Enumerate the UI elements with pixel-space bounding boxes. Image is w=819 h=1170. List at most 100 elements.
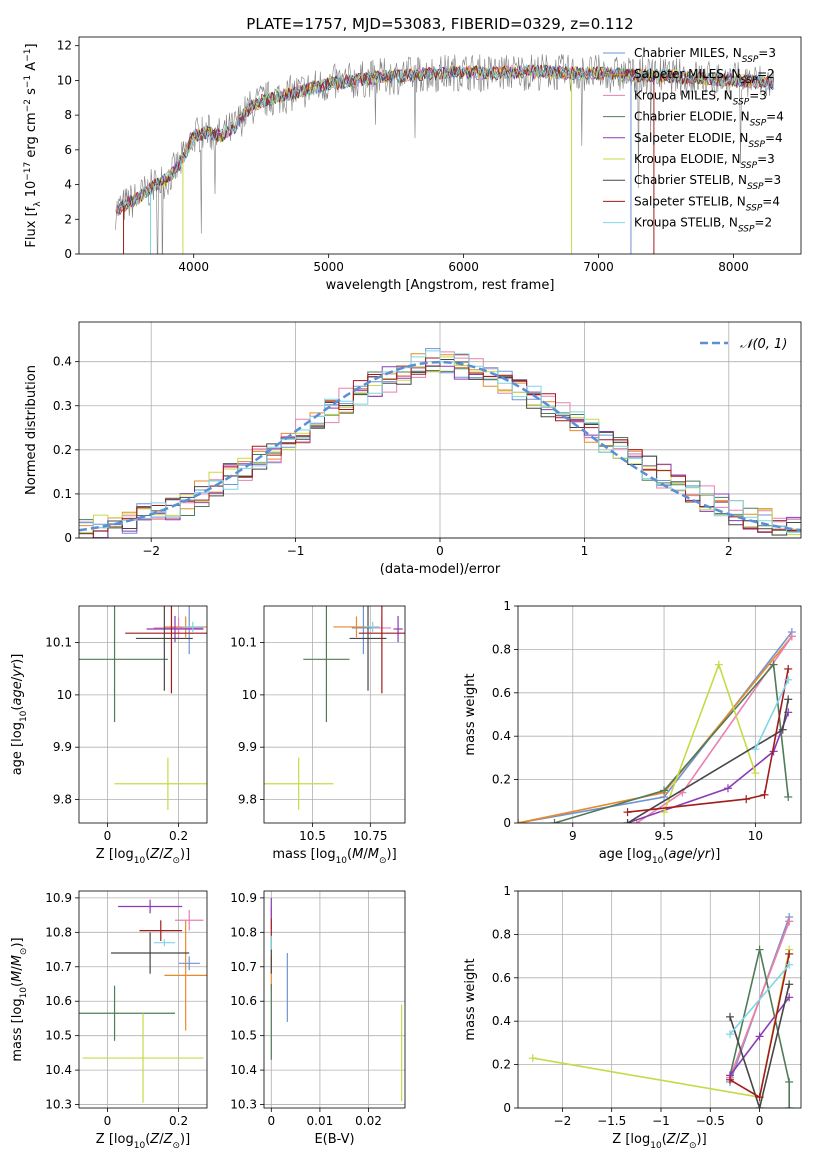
x-tick-label: 9.5: [655, 829, 674, 843]
weight-line: [627, 712, 789, 823]
spectrum-panel: 4000 5000 6000 7000 8000 0 2 4 6 8 10 12 wavelength …: [23, 36, 802, 293]
legend-label: Salpeter MILES, NSSP=2: [634, 67, 775, 86]
residuals-panel: −2 −1 0 1 2 0 0.1 0.2 0.3 0.4 (data-model)/error No…: [24, 321, 802, 577]
y-tick-label: 10.5: [230, 1029, 257, 1043]
y-tick-label: 0: [64, 247, 72, 261]
y-axis-label: mass [log10(M/M⊙)]: [10, 937, 29, 1061]
x-tick-label: 0: [436, 544, 444, 558]
y-tick-label: 0.6: [492, 971, 511, 985]
y-tick-label: 0: [503, 1101, 511, 1115]
x-tick-label: 7000: [583, 260, 614, 274]
age-vs-metallicity-panel: 0 0.2 9.8 9.9 10 10.1 Z [log10(Z/Z⊙)] age [log1…: [10, 605, 208, 866]
figure-title: PLATE=1757, MJD=53083, FIBERID=0329, z=0…: [246, 15, 633, 33]
axes-frame: [78, 36, 802, 255]
y-tick-label: 0.8: [492, 927, 511, 941]
y-tick-label: 0.2: [53, 443, 72, 457]
age_vs_Z-plot-area: [79, 606, 207, 810]
legend-label: Chabrier STELIB, NSSP=3: [634, 173, 781, 192]
x-tick-label: 0: [756, 1114, 764, 1128]
axes-frame: [78, 321, 802, 539]
x-tick-label: −1: [652, 1114, 670, 1128]
y-tick-label: 10.6: [230, 994, 257, 1008]
legend-label: Salpeter STELIB, NSSP=4: [634, 194, 780, 213]
x-axis-label: wavelength [Angstrom, rest frame]: [326, 278, 555, 293]
y-tick-label: 0: [503, 816, 511, 830]
y-tick-label: 10.3: [230, 1098, 257, 1112]
x-tick-label: 0: [267, 1114, 275, 1128]
y-tick-label: 10.4: [45, 1063, 72, 1077]
y-tick-label: 10.9: [230, 891, 257, 905]
axes-frame: [517, 890, 802, 1109]
y-tick-label: 0.2: [492, 1058, 511, 1072]
y-tick-label: 10.1: [45, 636, 72, 650]
x-tick-label: 10.75: [353, 829, 387, 843]
y-tick-label: 0.4: [492, 1014, 511, 1028]
y-tick-label: 1: [503, 599, 511, 613]
y-tick-label: 4: [64, 178, 72, 192]
y-tick-label: 10.3: [45, 1098, 72, 1112]
x-tick-label: 1: [581, 544, 589, 558]
legend-label: 𝒩(0, 1): [740, 337, 787, 352]
x-axis-label: Z [log10(Z/Z⊙)]: [96, 1132, 190, 1151]
y-tick-label: 10.4: [230, 1063, 257, 1077]
y-axis-label: Flux [fλ 10−17 erg cm−2 s−1 A−1]: [23, 43, 43, 247]
y-tick-label: 0: [64, 531, 72, 545]
y-tick-label: 10.5: [45, 1029, 72, 1043]
legend-label: Salpeter ELODIE, NSSP=4: [634, 131, 783, 150]
x-tick-label: 0.2: [169, 829, 188, 843]
axes-frame: [517, 605, 802, 824]
x-tick-label: 10: [748, 829, 763, 843]
residual-histogram: [79, 359, 801, 536]
x-tick-label: 4000: [178, 260, 209, 274]
x-axis-label: Z [log10(Z/Z⊙)]: [612, 1132, 706, 1151]
y-tick-label: 0.8: [492, 642, 511, 656]
y-tick-label: 10.7: [45, 960, 72, 974]
x-axis-label: E(B-V): [314, 1132, 354, 1147]
y-tick-label: 12: [57, 39, 72, 53]
y-axis-label: mass weight: [463, 958, 478, 1040]
weight_vs_Z-plot-area: [528, 913, 794, 1108]
x-axis-label: (data-model)/error: [380, 562, 501, 577]
x-tick-label: 10.5: [299, 829, 326, 843]
weight-line: [627, 699, 789, 823]
axes-frame: [78, 605, 208, 824]
y-tick-label: 10.6: [45, 994, 72, 1008]
axes-frame: [263, 605, 406, 824]
y-tick-label: 8: [64, 108, 72, 122]
y-tick-label: 0.2: [492, 773, 511, 787]
weight-line: [754, 679, 789, 750]
y-tick-label: 0.3: [53, 399, 72, 413]
y-tick-label: 10.8: [230, 925, 257, 939]
x-tick-label: 6000: [448, 260, 479, 274]
x-tick-label: 0.02: [355, 1114, 382, 1128]
y-axis-label: Normed distribution: [24, 365, 39, 495]
y-tick-label: 9.8: [238, 792, 257, 806]
y-tick-label: 2: [64, 212, 72, 226]
y-axis-label: mass weight: [463, 673, 478, 755]
model-fit-line: [117, 63, 774, 216]
x-tick-label: −2: [554, 1114, 572, 1128]
x-tick-label: −0.5: [696, 1114, 725, 1128]
y-tick-label: 0.4: [492, 729, 511, 743]
x-tick-label: 5000: [313, 260, 344, 274]
y-tick-label: 10.1: [230, 636, 257, 650]
y-tick-label: 0.1: [53, 487, 72, 501]
x-tick-label: −1.5: [597, 1114, 626, 1128]
legend-label: Kroupa ELODIE, NSSP=3: [634, 152, 775, 171]
age_vs_mass-plot-area: [264, 606, 405, 810]
y-tick-label: 0.4: [53, 355, 72, 369]
x-axis-label: mass [log10(M/M⊙)]: [272, 847, 396, 866]
mass_vs_ebv-plot-area: [270, 897, 403, 1102]
weight-vs-age-panel: 9 9.5 10 0 0.2 0.4 0.6 0.8 1 age [log10(age/yr)] m…: [463, 599, 802, 866]
x-tick-label: 0.01: [307, 1114, 334, 1128]
x-tick-label: 0: [104, 1114, 112, 1128]
spectrum-plot-area: [115, 54, 775, 254]
legend-label: Chabrier MILES, NSSP=3: [634, 46, 776, 65]
axes-frame: [263, 890, 406, 1109]
weight-line: [627, 668, 789, 813]
gaussian-curve: [79, 360, 801, 532]
weight-line: [518, 635, 793, 823]
x-tick-label: −1: [287, 544, 305, 558]
mass-vs-ebv-panel: 0 0.01 0.02 10.3 10.4 10.5 10.6 10.7 10.8 10.9 E(B…: [230, 890, 406, 1147]
